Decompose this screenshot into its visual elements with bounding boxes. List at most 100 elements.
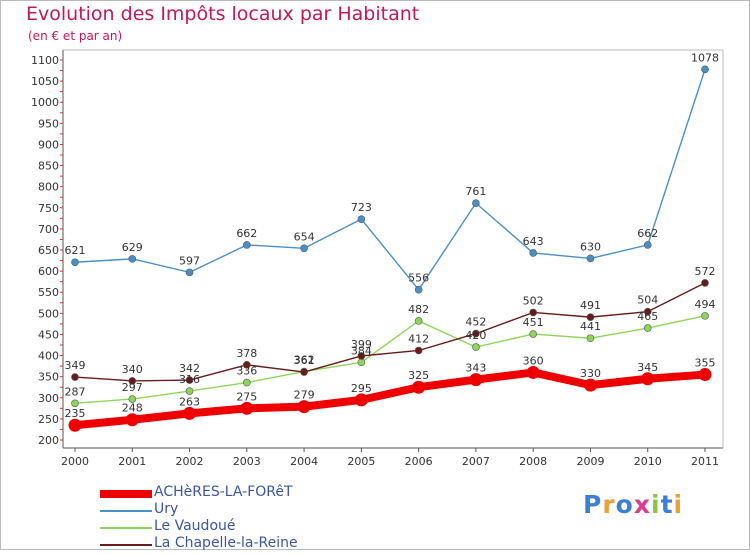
legend-label: La Chapelle-la-Reine: [154, 535, 298, 551]
logo-letter: r: [602, 490, 616, 519]
chart-title: Evolution des Impôts locaux par Habitant: [26, 3, 420, 25]
data-point: [357, 358, 366, 367]
data-label: 345: [637, 361, 658, 374]
data-label: 340: [122, 363, 143, 376]
data-point: [641, 372, 655, 386]
data-point: [243, 241, 251, 249]
data-point: [354, 393, 368, 407]
data-label: 263: [179, 395, 200, 408]
data-point: [185, 376, 194, 384]
y-tick-label: 450: [38, 328, 59, 341]
data-point: [472, 199, 480, 207]
data-point: [185, 387, 194, 395]
x-tick-label: 2003: [233, 455, 261, 468]
data-point: [71, 399, 79, 408]
data-label: 662: [637, 227, 658, 240]
x-tick-label: 2004: [290, 455, 318, 468]
data-label: 412: [408, 332, 429, 345]
legend-swatch: [100, 527, 152, 529]
logo-letter: o: [615, 490, 634, 519]
y-tick-label: 750: [38, 202, 59, 215]
data-point: [412, 380, 426, 394]
data-point: [68, 418, 82, 432]
data-point: [128, 377, 137, 385]
y-tick-label: 900: [38, 138, 59, 151]
data-point: [643, 307, 652, 316]
data-label: 629: [122, 241, 143, 254]
data-label: 654: [294, 230, 315, 243]
series-line-2: [74, 315, 706, 404]
y-tick-label: 650: [38, 244, 59, 257]
data-point: [701, 279, 709, 287]
data-label: 494: [695, 298, 716, 311]
data-point: [128, 395, 137, 403]
data-label: 399: [351, 338, 372, 351]
series-line-3: [74, 282, 706, 382]
data-label: 452: [465, 316, 486, 329]
data-point: [414, 285, 423, 294]
data-label: 384: [351, 344, 372, 357]
data-label: 643: [523, 235, 544, 248]
y-tick-label: 1100: [31, 54, 59, 67]
data-label: 349: [65, 359, 86, 372]
chart-subtitle: (en € et par an): [28, 29, 123, 43]
data-point: [643, 324, 652, 332]
data-point: [240, 401, 254, 415]
data-point: [701, 312, 709, 320]
y-tick-label: 200: [38, 434, 59, 447]
data-point: [469, 373, 483, 387]
data-point: [643, 241, 652, 249]
data-point: [586, 254, 595, 263]
data-point: [586, 313, 595, 321]
data-label: 362: [294, 354, 315, 367]
y-tick-label: 300: [38, 392, 59, 405]
y-tick-label: 500: [38, 307, 59, 320]
series-line-1: [74, 68, 706, 291]
data-point: [472, 329, 480, 338]
data-point: [125, 413, 139, 427]
data-label: 279: [294, 389, 315, 402]
y-tick-label: 1050: [31, 75, 59, 88]
data-point: [71, 258, 79, 267]
data-point: [357, 215, 366, 223]
y-tick-label: 600: [38, 265, 59, 278]
data-label: 336: [236, 365, 257, 378]
data-label: 287: [65, 385, 86, 398]
data-point: [583, 378, 597, 392]
data-label: 378: [236, 347, 257, 360]
y-tick-label: 350: [38, 371, 59, 384]
y-tick-label: 1000: [31, 96, 59, 109]
data-point: [529, 249, 537, 257]
y-tick-label: 400: [38, 350, 59, 363]
data-label: 465: [637, 310, 658, 323]
data-point: [128, 255, 137, 263]
data-label: 342: [179, 362, 200, 375]
data-label: 361: [294, 354, 315, 367]
legend-swatch: [100, 490, 152, 498]
data-label: 504: [637, 294, 658, 307]
data-label: 556: [408, 272, 429, 285]
data-point: [183, 406, 197, 420]
data-point: [297, 400, 311, 414]
data-point: [357, 352, 366, 360]
x-tick-label: 2007: [462, 455, 490, 468]
x-tick-label: 2011: [691, 455, 719, 468]
data-point: [243, 361, 251, 369]
data-label: 316: [179, 373, 200, 386]
data-label: 621: [65, 244, 86, 257]
logo-letter: t: [660, 490, 674, 519]
data-label: 723: [351, 201, 372, 214]
data-point: [300, 244, 308, 253]
data-label: 491: [580, 299, 601, 312]
data-label: 248: [122, 402, 143, 415]
data-point: [529, 308, 537, 317]
x-tick-label: 2006: [405, 455, 433, 468]
data-label: 325: [408, 369, 429, 382]
data-label: 451: [523, 316, 544, 329]
data-point: [414, 317, 423, 325]
data-point: [701, 65, 709, 74]
data-label: 297: [122, 381, 143, 394]
data-label: 441: [580, 320, 601, 333]
x-tick-label: 2002: [176, 455, 204, 468]
